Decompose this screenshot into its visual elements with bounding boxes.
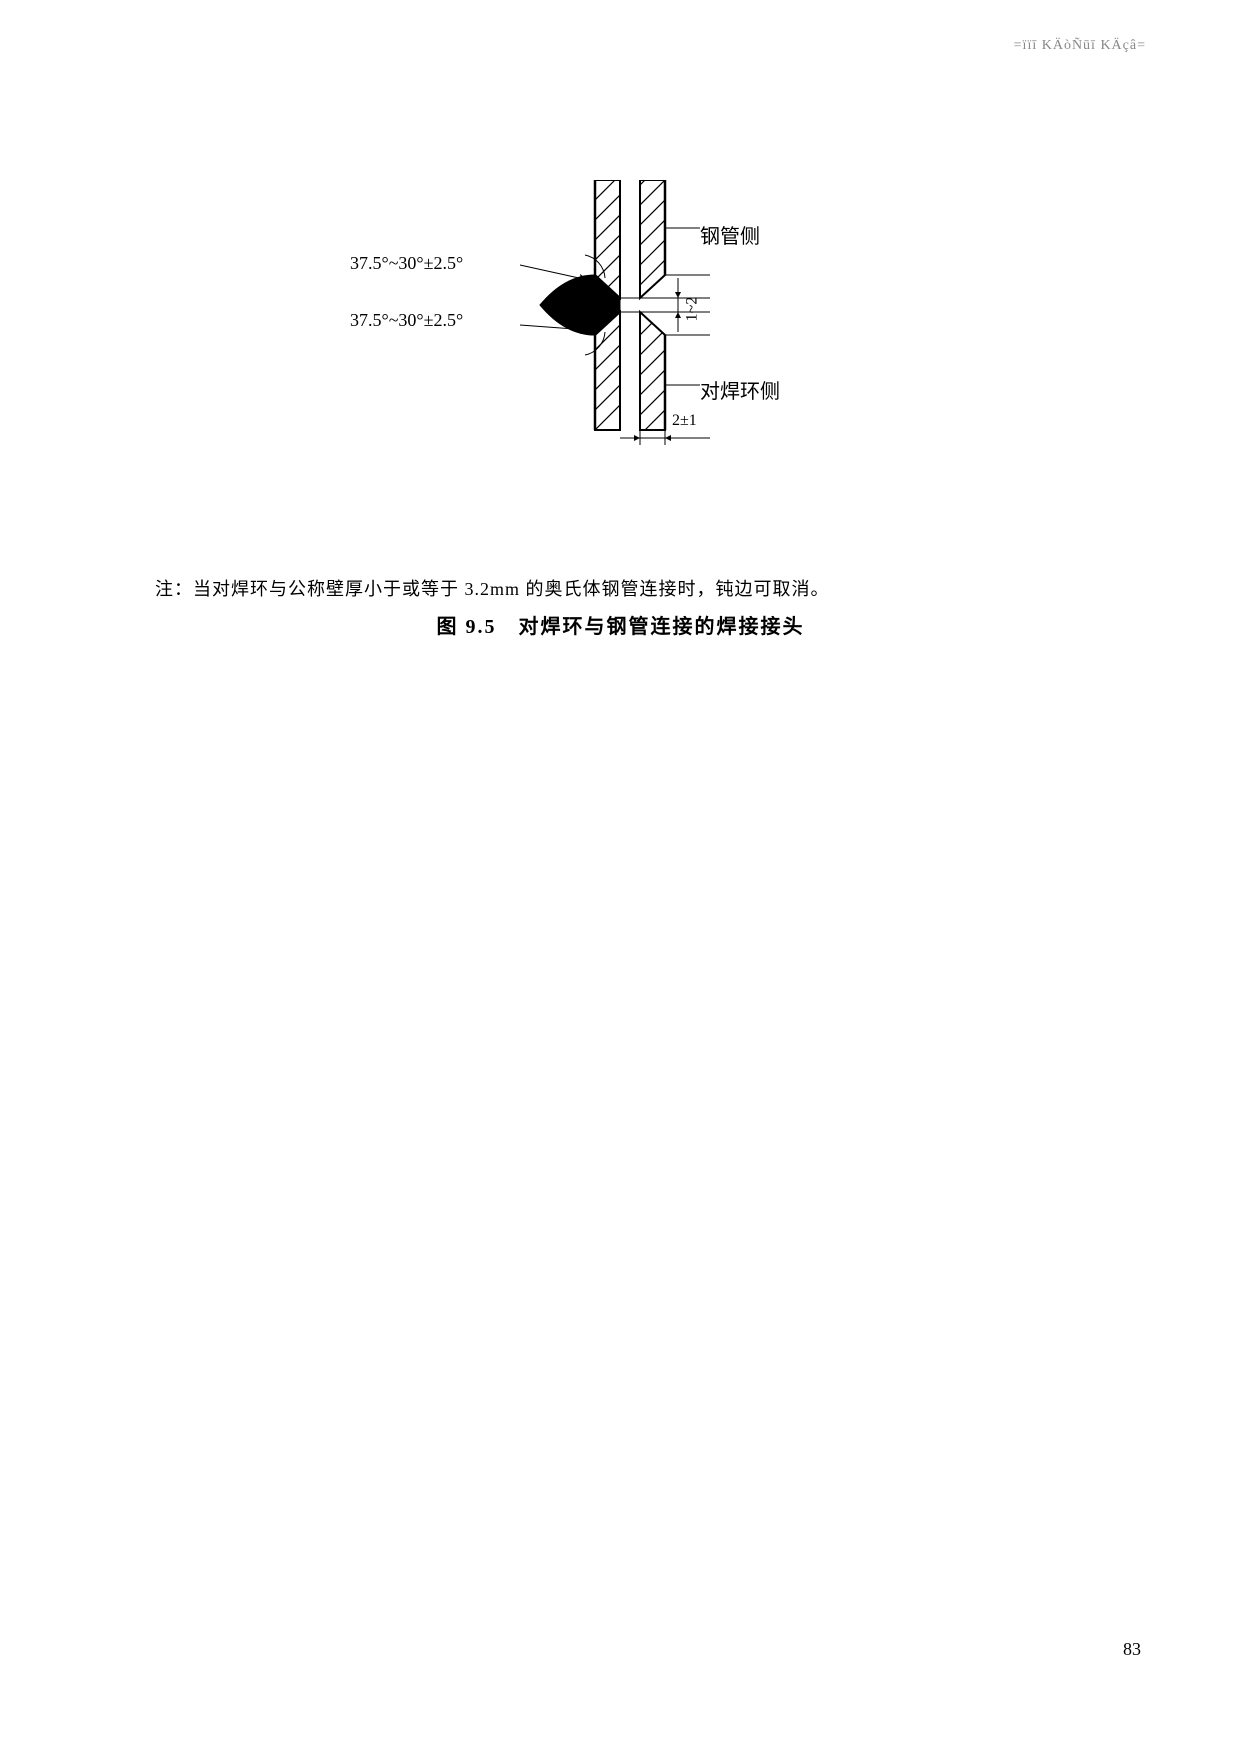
figure-note: 注：当对焊环与公称壁厚小于或等于 3.2mm 的奥氏体钢管连接时，钝边可取消。 xyxy=(155,575,830,601)
header-watermark: =ïïī KÄòÑūī KÄçâ= xyxy=(1014,38,1146,54)
weld-joint-diagram: 37.5°~30°±2.5° 37.5°~30°±2.5° 钢管侧 对焊环侧 1… xyxy=(0,180,1241,510)
weld-diagram-svg xyxy=(410,180,830,490)
figure-caption: 图 9.5 对焊环与钢管连接的焊接接头 xyxy=(0,610,1241,639)
page-number: 83 xyxy=(1123,1639,1141,1660)
